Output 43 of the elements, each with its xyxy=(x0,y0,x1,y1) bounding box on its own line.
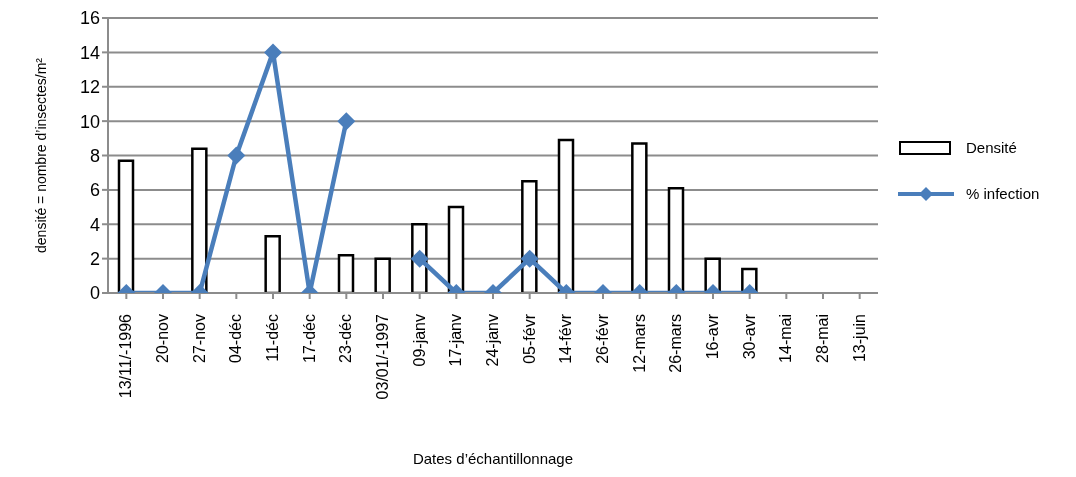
x-tick-label: 14-mai xyxy=(777,314,795,363)
bar xyxy=(447,205,465,293)
x-tick-label: 26-févr xyxy=(594,313,611,364)
bar xyxy=(374,257,391,293)
bar xyxy=(191,147,208,293)
y-tick-label: 10 xyxy=(79,111,100,132)
x-axis-title: Dates d’échantillonnage xyxy=(412,450,574,467)
x-tick-label: 03/01/-1997 xyxy=(374,313,391,400)
x-tick-label: 27-nov xyxy=(190,314,208,363)
x-tick-label: 13/11/-1996 xyxy=(117,313,135,399)
x-tick-label: 20-nov xyxy=(154,314,171,363)
x-tick-label: 16-avr xyxy=(704,313,721,360)
x-tick-label: 11-déc xyxy=(264,314,281,362)
y-tick-label: 14 xyxy=(79,42,100,63)
legend-label: Densité xyxy=(966,139,1017,156)
y-tick-label: 6 xyxy=(89,180,100,201)
x-tick-label: 17-déc xyxy=(300,314,318,363)
x-tick-label: 09-janv xyxy=(410,314,428,367)
y-tick-label: 2 xyxy=(89,249,100,270)
bar xyxy=(264,235,281,293)
y-tick-label: 8 xyxy=(89,145,100,166)
y-tick-label: 0 xyxy=(89,283,100,304)
bar xyxy=(631,142,648,293)
bar xyxy=(117,159,135,293)
x-tick-label: 12-mars xyxy=(630,314,648,373)
y-tick-label: 12 xyxy=(79,77,100,98)
x-tick-label: 05-févr xyxy=(520,313,538,364)
bar xyxy=(667,186,685,293)
y-axis-title: densité = nombre d’insectes/m² xyxy=(32,57,49,253)
y-tick-label: 16 xyxy=(79,8,100,29)
y-tick-label: 4 xyxy=(89,214,100,235)
x-tick-label: 26-mars xyxy=(667,314,685,373)
x-tick-label: 28-mai xyxy=(814,314,831,363)
x-tick-label: 14-févr xyxy=(557,313,575,364)
x-tick-label: 04-déc xyxy=(227,314,245,363)
bar xyxy=(337,253,355,293)
x-tick-label: 30-avr xyxy=(740,313,758,360)
x-tick-label: 23-déc xyxy=(337,314,355,363)
legend-label: % infection xyxy=(966,185,1040,202)
x-tick-label: 17-janv xyxy=(447,314,465,367)
bar xyxy=(557,138,575,293)
x-tick-label: 24-janv xyxy=(484,314,501,367)
x-tick-label: 13-juin xyxy=(850,314,868,363)
